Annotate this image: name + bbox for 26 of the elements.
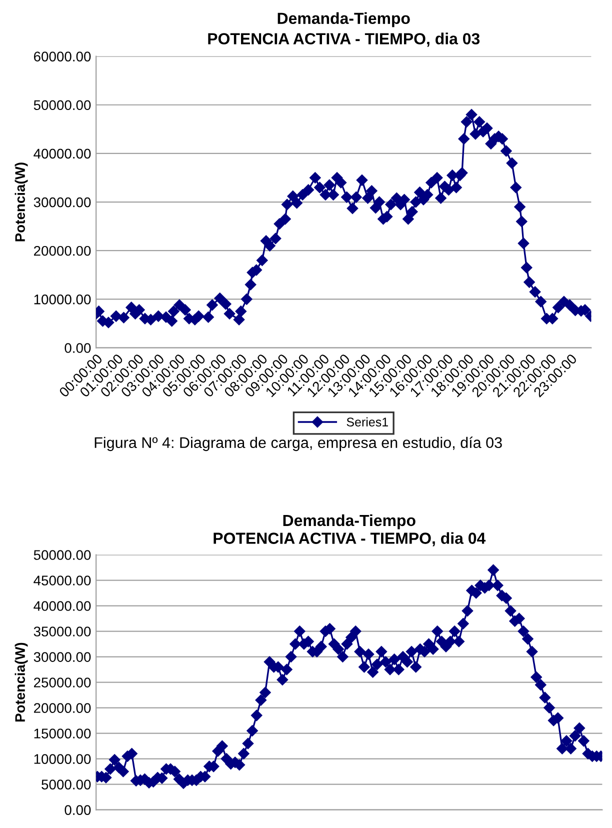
y-axis-title: Potencia(W) xyxy=(14,162,28,242)
y-tick-label: 20000.00 xyxy=(34,703,91,713)
legend-label: Series1 xyxy=(346,417,388,426)
y-tick-label: 30000.00 xyxy=(34,197,91,208)
y-tick-label: 30000.00 xyxy=(34,652,91,662)
y-tick-label: 5000.00 xyxy=(42,780,91,790)
y-tick-label: 10000.00 xyxy=(34,294,91,304)
y-axis-title: Potencia(W) xyxy=(14,642,28,722)
chart-subtitle: POTENCIA ACTIVA - TIEMPO, dia 04 xyxy=(214,532,486,546)
y-tick-label: 25000.00 xyxy=(34,678,91,688)
y-tick-label: 35000.00 xyxy=(34,626,91,636)
y-tick-label: 0.00 xyxy=(64,343,91,353)
y-tick-label: 40000.00 xyxy=(34,148,91,159)
text: Figura Nº 4: Diagrama de carga, empresa en estudio, día 03 xyxy=(94,436,502,452)
y-tick-label: 0.00 xyxy=(64,805,91,815)
y-tick-label: 20000.00 xyxy=(34,246,91,256)
y-tick-label: 15000.00 xyxy=(34,728,91,738)
y-tick-label: 10000.00 xyxy=(34,754,91,764)
y-tick-label: 40000.00 xyxy=(34,601,91,611)
y-tick-label: 45000.00 xyxy=(34,576,91,586)
y-tick-label: 60000.00 xyxy=(34,52,91,62)
y-tick-label: 50000.00 xyxy=(34,100,91,110)
y-tick-label: 50000.00 xyxy=(34,550,91,560)
chart-title: Demanda-Tiempo xyxy=(278,12,410,28)
chart-title: Demanda-Tiempo xyxy=(283,514,416,530)
chart-subtitle: POTENCIA ACTIVA - TIEMPO, dia 03 xyxy=(208,32,480,47)
